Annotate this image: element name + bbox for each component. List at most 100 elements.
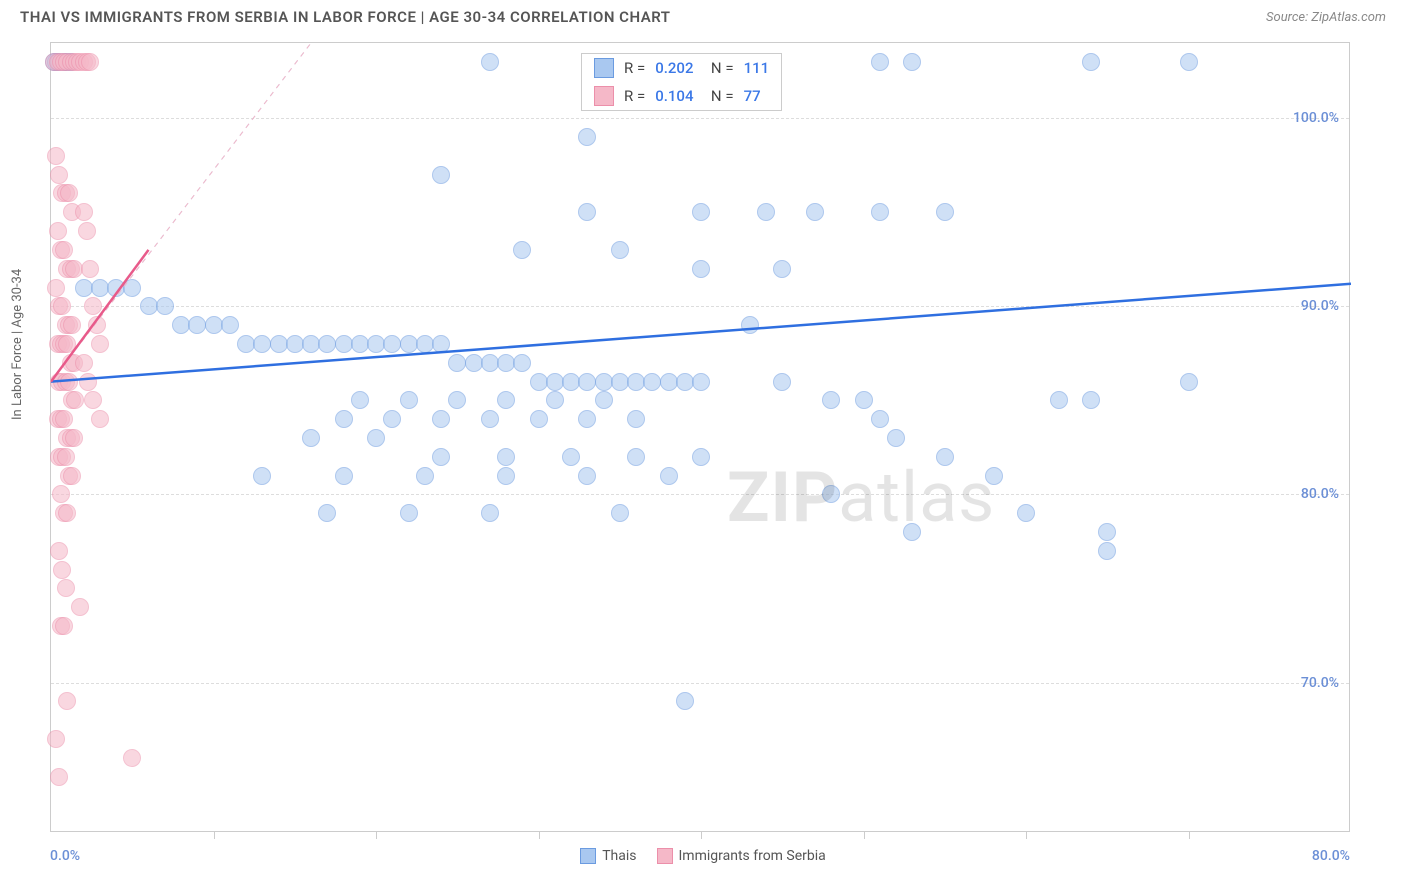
corr-n-value: 77: [744, 87, 761, 105]
scatter-point: [432, 448, 450, 466]
scatter-point: [546, 391, 564, 409]
scatter-point: [50, 166, 68, 184]
chart-plot-area: 100.0%90.0%80.0%70.0% ZIPatlas R = 0.202…: [50, 42, 1350, 832]
scatter-point: [497, 448, 515, 466]
x-tick: [864, 831, 865, 839]
scatter-point: [513, 354, 531, 372]
x-tick: [1026, 831, 1027, 839]
corr-r-label: R =: [624, 59, 645, 77]
scatter-point: [692, 203, 710, 221]
scatter-point: [1017, 504, 1035, 522]
scatter-point: [81, 53, 99, 71]
scatter-point: [903, 53, 921, 71]
scatter-point: [432, 335, 450, 353]
scatter-point: [55, 241, 73, 259]
scatter-point: [497, 391, 515, 409]
scatter-point: [400, 391, 418, 409]
scatter-point: [60, 184, 78, 202]
scatter-point: [481, 504, 499, 522]
legend-label: Immigrants from Serbia: [679, 848, 826, 864]
scatter-point: [50, 542, 68, 560]
grid-line: [51, 118, 1349, 119]
scatter-point: [432, 410, 450, 428]
legend-swatch: [657, 848, 673, 864]
scatter-point: [871, 410, 889, 428]
scatter-point: [47, 279, 65, 297]
scatter-point: [65, 429, 83, 447]
scatter-point: [1082, 391, 1100, 409]
scatter-point: [58, 504, 76, 522]
y-tick-label: 80.0%: [1301, 486, 1339, 502]
correlation-row: R = 0.202 N = 111: [582, 54, 781, 82]
scatter-point: [318, 504, 336, 522]
scatter-point: [91, 410, 109, 428]
series-swatch: [594, 86, 614, 106]
corr-n-label: N =: [703, 87, 733, 105]
scatter-point: [221, 316, 239, 334]
scatter-point: [1098, 523, 1116, 541]
scatter-point: [855, 391, 873, 409]
scatter-point: [660, 467, 678, 485]
scatter-point: [383, 410, 401, 428]
correlation-box: R = 0.202 N = 111R = 0.104 N = 77: [581, 53, 782, 111]
scatter-point: [773, 373, 791, 391]
source-label: Source: ZipAtlas.com: [1266, 10, 1386, 25]
scatter-point: [595, 391, 613, 409]
y-tick-label: 100.0%: [1293, 110, 1339, 126]
scatter-point: [1180, 373, 1198, 391]
scatter-point: [822, 485, 840, 503]
scatter-point: [55, 617, 73, 635]
scatter-point: [57, 448, 75, 466]
scatter-point: [773, 260, 791, 278]
scatter-point: [53, 561, 71, 579]
scatter-point: [692, 373, 710, 391]
scatter-point: [936, 448, 954, 466]
scatter-point: [887, 429, 905, 447]
corr-n-value: 111: [744, 59, 770, 77]
scatter-point: [562, 448, 580, 466]
scatter-point: [123, 279, 141, 297]
legend-label: Thais: [602, 848, 636, 864]
scatter-point: [1180, 53, 1198, 71]
scatter-point: [58, 692, 76, 710]
scatter-point: [47, 147, 65, 165]
scatter-point: [123, 749, 141, 767]
scatter-point: [578, 410, 596, 428]
scatter-point: [91, 335, 109, 353]
scatter-point: [47, 730, 65, 748]
corr-r-label: R =: [624, 87, 645, 105]
scatter-point: [822, 391, 840, 409]
x-tick: [539, 831, 540, 839]
scatter-point: [88, 316, 106, 334]
scatter-point: [497, 467, 515, 485]
scatter-point: [52, 485, 70, 503]
scatter-point: [530, 410, 548, 428]
scatter-point: [513, 241, 531, 259]
y-tick-label: 90.0%: [1301, 298, 1339, 314]
scatter-point: [302, 429, 320, 447]
y-axis-title: In Labor Force | Age 30-34: [10, 269, 25, 420]
scatter-point: [936, 203, 954, 221]
scatter-point: [50, 768, 68, 786]
grid-line: [51, 494, 1349, 495]
legend-swatch: [580, 848, 596, 864]
legend-item: Thais: [580, 848, 636, 864]
scatter-point: [871, 53, 889, 71]
scatter-point: [481, 410, 499, 428]
scatter-point: [335, 410, 353, 428]
scatter-point: [253, 467, 271, 485]
scatter-point: [60, 373, 78, 391]
correlation-row: R = 0.104 N = 77: [582, 82, 781, 110]
legend: Thais Immigrants from Serbia: [0, 848, 1406, 864]
corr-n-label: N =: [703, 59, 733, 77]
scatter-point: [757, 203, 775, 221]
scatter-point: [75, 203, 93, 221]
scatter-point: [367, 429, 385, 447]
scatter-point: [63, 467, 81, 485]
scatter-point: [578, 128, 596, 146]
x-tick: [1189, 831, 1190, 839]
scatter-point: [627, 448, 645, 466]
scatter-point: [692, 260, 710, 278]
scatter-point: [78, 222, 96, 240]
y-tick-label: 70.0%: [1301, 675, 1339, 691]
